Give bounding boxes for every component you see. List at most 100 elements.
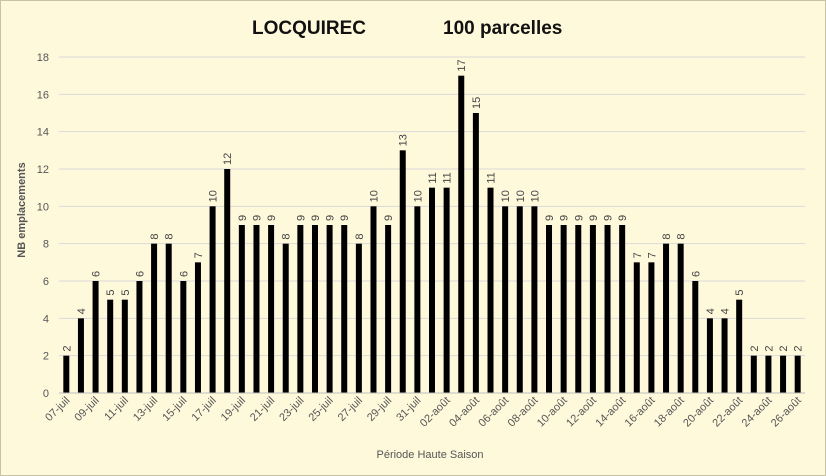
bar: [648, 262, 655, 393]
x-tick-label: 06-août: [476, 395, 511, 430]
data-label: 8: [164, 234, 176, 240]
data-label: 2: [749, 346, 761, 352]
data-label: 10: [368, 190, 380, 202]
data-label: 5: [120, 290, 132, 296]
bar: [443, 187, 450, 393]
data-label: 9: [310, 215, 322, 221]
data-label: 8: [661, 234, 673, 240]
x-tick-label: 18-août: [652, 395, 687, 430]
data-label: 11: [427, 172, 439, 183]
x-axis-title: Période Haute Saison: [376, 449, 483, 461]
data-label: 4: [720, 308, 732, 314]
x-tick-label: 08-août: [506, 395, 541, 430]
bar: [107, 299, 114, 393]
data-label: 10: [500, 190, 512, 202]
y-tick-label: 12: [37, 164, 49, 176]
bar: [224, 169, 231, 393]
x-tick-label: 12-août: [564, 395, 599, 430]
bar: [92, 281, 99, 393]
data-label: 2: [793, 346, 805, 352]
y-tick-label: 6: [43, 276, 49, 288]
bar: [794, 355, 801, 393]
bar: [736, 299, 743, 393]
data-label: 7: [632, 252, 644, 258]
data-label: 8: [149, 234, 161, 240]
x-tick-label: 22-août: [710, 395, 745, 430]
x-tick-label: 16-août: [623, 395, 658, 430]
data-label: 5: [734, 290, 746, 296]
x-tick-label: 20-août: [681, 395, 716, 430]
x-tick-label: 04-août: [447, 395, 482, 430]
bar: [575, 225, 582, 393]
x-tick-label: 10-août: [535, 395, 570, 430]
bar: [63, 355, 70, 393]
bar: [458, 75, 465, 394]
data-label: 10: [515, 190, 527, 202]
data-label: 5: [105, 290, 117, 296]
bar: [487, 187, 494, 393]
x-tick-label: 09-juil: [72, 395, 101, 424]
x-tick-label: 14-août: [593, 395, 628, 430]
bars: [63, 75, 801, 394]
data-label: 17: [456, 59, 468, 71]
data-label: 9: [588, 215, 600, 221]
y-tick-label: 18: [37, 52, 49, 64]
chart-subtitle: 100 parcelles: [443, 18, 562, 39]
x-tick-label: 13-juil: [131, 395, 160, 424]
bar: [399, 150, 406, 393]
data-label: 10: [208, 190, 220, 202]
data-label: 15: [471, 97, 483, 109]
data-label: 9: [573, 215, 585, 221]
data-label: 9: [383, 215, 395, 221]
bar: [136, 281, 143, 393]
bar: [560, 225, 567, 393]
data-label: 8: [676, 234, 688, 240]
bar: [355, 243, 362, 393]
data-label: 10: [529, 190, 541, 202]
bar: [253, 225, 260, 393]
data-label: 8: [354, 234, 366, 240]
x-tick-label: 23-juil: [277, 395, 306, 424]
x-tick-label: 17-juil: [189, 395, 218, 424]
bar: [472, 113, 479, 393]
data-label: 4: [76, 308, 88, 314]
bar: [589, 225, 596, 393]
bar: [268, 225, 275, 393]
data-label: 6: [690, 271, 702, 277]
y-tick-label: 10: [37, 201, 49, 213]
bar: [385, 225, 392, 393]
bar: [502, 206, 509, 393]
bar: [238, 225, 245, 393]
bar: [780, 355, 787, 393]
data-label: 2: [61, 346, 73, 352]
data-label: 6: [178, 271, 190, 277]
x-tick-label: 24-août: [740, 395, 775, 430]
data-label: 9: [339, 215, 351, 221]
chart-title: LOCQUIREC: [252, 18, 366, 39]
y-axis-ticks: 0 2 4 6 8 10 12 14 16 18: [37, 52, 49, 400]
bar: [429, 187, 435, 393]
bar: [414, 206, 421, 393]
bar: [341, 225, 348, 393]
bar: [151, 243, 158, 393]
bar: [282, 243, 289, 393]
x-tick-label: 29-juil: [365, 395, 394, 424]
bar: [370, 206, 377, 393]
data-label: 7: [646, 252, 658, 258]
bar: [165, 243, 172, 393]
bar: [619, 225, 626, 393]
bar: [750, 355, 757, 393]
x-tick-label: 02-août: [418, 395, 453, 430]
bar: [677, 243, 684, 393]
data-label: 9: [295, 215, 307, 221]
y-tick-label: 14: [37, 127, 49, 139]
bar: [531, 206, 538, 393]
data-label: 9: [266, 215, 278, 221]
data-label: 12: [222, 153, 234, 165]
bar: [692, 281, 699, 393]
x-tick-label: 19-juil: [219, 395, 248, 424]
bar: [209, 206, 216, 393]
data-label: 13: [398, 134, 410, 146]
data-label: 9: [251, 215, 263, 221]
